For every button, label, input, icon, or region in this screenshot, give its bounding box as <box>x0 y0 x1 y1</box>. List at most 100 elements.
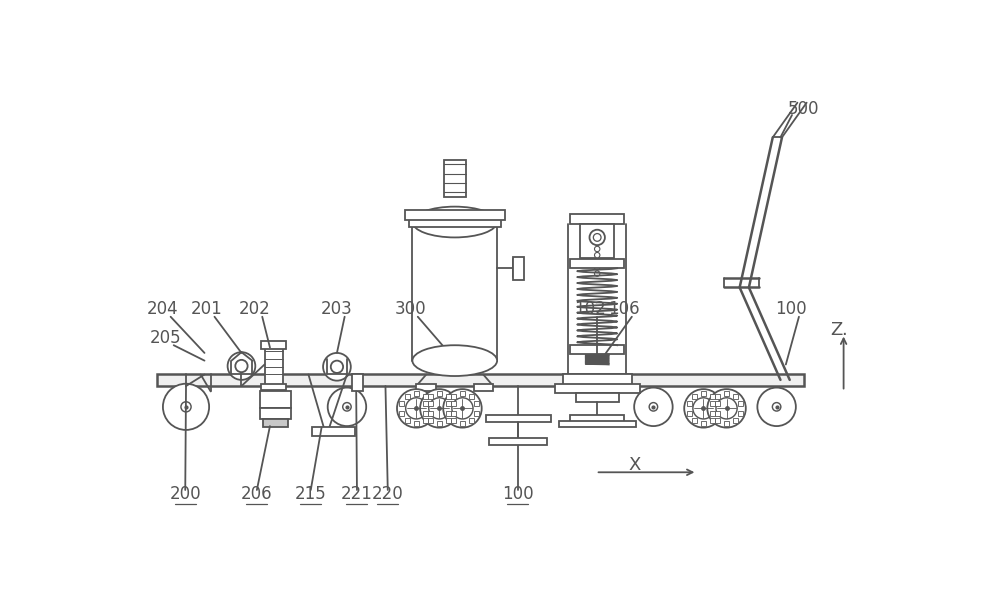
Bar <box>710 410 715 416</box>
Circle shape <box>406 398 427 419</box>
Text: 221: 221 <box>341 485 373 503</box>
Bar <box>405 394 410 399</box>
Bar <box>423 401 428 406</box>
Bar <box>715 410 720 416</box>
Bar <box>437 391 442 396</box>
Text: 500: 500 <box>788 100 819 118</box>
Circle shape <box>595 252 600 258</box>
Bar <box>444 161 466 198</box>
Bar <box>428 418 433 423</box>
Bar <box>399 410 404 416</box>
Circle shape <box>595 265 600 270</box>
Text: 106: 106 <box>608 300 640 318</box>
Circle shape <box>181 402 191 412</box>
Bar <box>570 214 624 223</box>
Bar <box>414 421 419 426</box>
Text: 102: 102 <box>574 300 605 318</box>
Bar <box>715 394 720 399</box>
Bar <box>724 421 729 426</box>
Text: 200: 200 <box>169 485 201 503</box>
Circle shape <box>328 388 366 426</box>
Bar <box>733 418 738 423</box>
Bar <box>451 410 456 416</box>
Bar <box>446 394 451 399</box>
Text: 201: 201 <box>191 300 223 318</box>
Bar <box>263 419 288 427</box>
Bar <box>710 401 715 406</box>
Bar <box>710 394 715 399</box>
Bar <box>687 410 692 416</box>
Circle shape <box>595 259 600 264</box>
Text: 220: 220 <box>372 485 404 503</box>
Bar <box>559 420 636 427</box>
Bar <box>512 257 524 280</box>
Circle shape <box>716 398 737 419</box>
Circle shape <box>163 384 209 430</box>
Bar <box>724 391 729 396</box>
Bar <box>414 391 419 396</box>
Text: 202: 202 <box>239 300 270 318</box>
Circle shape <box>235 360 248 372</box>
Bar <box>692 418 697 423</box>
Bar <box>451 394 456 399</box>
Text: 100: 100 <box>775 300 807 318</box>
Ellipse shape <box>412 207 497 237</box>
Bar <box>352 374 363 391</box>
Bar <box>260 409 291 419</box>
Circle shape <box>420 389 459 428</box>
Bar <box>580 223 614 258</box>
Bar <box>312 427 355 436</box>
Bar <box>428 410 433 416</box>
Circle shape <box>443 389 482 428</box>
Text: 300: 300 <box>394 300 426 318</box>
Bar <box>423 394 428 399</box>
Bar <box>692 394 697 399</box>
Circle shape <box>772 403 781 411</box>
Bar <box>446 401 451 406</box>
Bar <box>469 418 474 423</box>
Circle shape <box>429 398 450 419</box>
Circle shape <box>649 403 658 411</box>
Circle shape <box>757 388 796 426</box>
Bar <box>409 218 501 228</box>
Bar <box>405 210 505 220</box>
Bar <box>738 401 743 406</box>
Circle shape <box>634 388 673 426</box>
Bar <box>265 347 283 386</box>
Bar <box>570 345 624 355</box>
Bar <box>687 401 692 406</box>
Bar <box>715 401 720 406</box>
Bar <box>399 401 404 406</box>
Text: 203: 203 <box>321 300 353 318</box>
Bar <box>715 418 720 423</box>
Bar <box>486 415 551 422</box>
Bar <box>474 410 479 416</box>
Bar <box>437 421 442 426</box>
Text: 215: 215 <box>295 485 327 503</box>
Bar <box>260 391 291 409</box>
Bar <box>451 401 456 406</box>
Text: 205: 205 <box>150 328 182 347</box>
Bar <box>474 384 493 391</box>
Bar <box>446 418 451 423</box>
Bar <box>576 393 619 402</box>
Bar <box>701 391 706 396</box>
Bar <box>570 259 624 268</box>
Bar <box>428 394 433 399</box>
Bar <box>489 438 547 445</box>
Circle shape <box>684 389 723 428</box>
Bar <box>563 374 632 385</box>
Bar <box>423 410 428 416</box>
Text: 204: 204 <box>147 300 179 318</box>
Circle shape <box>397 389 436 428</box>
Circle shape <box>343 403 351 411</box>
Circle shape <box>228 352 255 380</box>
Bar <box>428 401 433 406</box>
Circle shape <box>595 271 600 276</box>
Bar <box>405 418 410 423</box>
Bar <box>733 394 738 399</box>
Circle shape <box>693 398 714 419</box>
Bar <box>555 384 640 393</box>
Bar <box>710 418 715 423</box>
Bar <box>570 415 624 422</box>
